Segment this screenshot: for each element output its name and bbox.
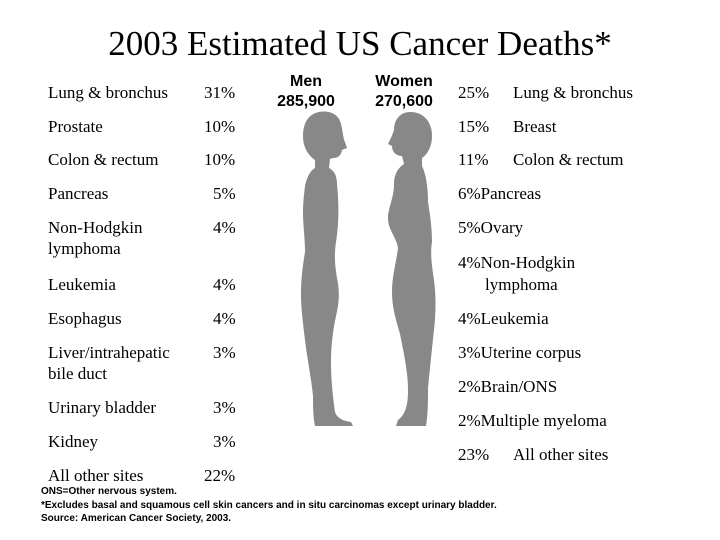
men-site-label: Kidney (48, 432, 99, 451)
women-pct-value: 23% (458, 445, 490, 464)
men-pct-value: 22% (204, 466, 236, 485)
women-pct-value: 2% (458, 377, 481, 396)
men-pct-value: 4% (213, 309, 236, 328)
women-site-label: lymphoma (485, 275, 558, 294)
men-site-label: Liver/intrahepatic bile duct (48, 343, 170, 383)
men-site-label: Prostate (48, 117, 103, 136)
women-header-count: 270,600 (375, 93, 433, 110)
women-site-label: Multiple myeloma (480, 411, 607, 430)
men-site-label: Urinary bladder (48, 398, 157, 417)
footnote-ons: ONS=Other nervous system. (41, 486, 177, 497)
women-row-brain: 2%Brain/ONS (458, 376, 557, 397)
women-pct-value: 4% (458, 253, 481, 272)
men-site-label: Lung & bronchus (48, 83, 168, 102)
women-pct-value: 2% (458, 411, 481, 430)
men-pct-value: 3% (213, 343, 236, 362)
women-site-label: Leukemia (480, 309, 549, 328)
women-header: Women 270,600 (364, 72, 444, 112)
men-site-label: Esophagus (48, 309, 122, 328)
men-header-count: 285,900 (277, 93, 335, 110)
women-pct-value: 4% (458, 309, 481, 328)
men-pct-value: 4% (213, 218, 236, 237)
women-row-uterine: 3%Uterine corpus (458, 342, 581, 363)
women-row-ovary: 5%Ovary (458, 217, 523, 238)
women-site-label: Uterine corpus (480, 343, 582, 362)
women-row-nhl-cont: lymphoma (485, 274, 558, 295)
men-pct-value: 3% (213, 432, 236, 451)
man-silhouette-icon (301, 111, 353, 426)
men-pct-value: 10% (204, 117, 236, 136)
men-site-label: Non-Hodgkin lymphoma (48, 218, 143, 258)
men-site-label: Pancreas (48, 184, 109, 203)
women-row-breast: 15% Breast (458, 116, 556, 137)
women-site-label: Lung & bronchus (513, 83, 633, 102)
women-site-label: Brain/ONS (480, 377, 558, 396)
men-pct-value: 10% (204, 150, 236, 169)
men-pct-value: 4% (213, 275, 236, 294)
men-pct-value: 31% (204, 83, 236, 102)
women-site-label: All other sites (513, 445, 609, 464)
page-title: 2003 Estimated US Cancer Deaths* (108, 24, 612, 63)
women-site-label: Non-Hodgkin (480, 253, 576, 272)
woman-silhouette-icon (388, 112, 436, 426)
men-site-label: All other sites (48, 466, 144, 485)
women-row-nhl: 4%Non-Hodgkin (458, 252, 575, 273)
women-header-label: Women (375, 73, 433, 90)
women-pct-value: 15% (458, 117, 490, 136)
women-pct-value: 6% (458, 184, 481, 203)
women-row-pancreas: 6%Pancreas (458, 183, 541, 204)
footnote-excludes: *Excludes basal and squamous cell skin c… (41, 500, 497, 511)
women-row-myeloma: 2%Multiple myeloma (458, 410, 607, 431)
men-pct-value: 5% (213, 184, 236, 203)
women-pct-value: 25% (458, 83, 490, 102)
women-site-label: Colon & rectum (513, 150, 624, 169)
women-site-label: Ovary (480, 218, 524, 237)
footnote-source: Source: American Cancer Society, 2003. (41, 513, 232, 524)
women-pct-value: 3% (458, 343, 481, 362)
men-pct-value: 3% (213, 398, 236, 417)
women-row-lung: 25% Lung & bronchus (458, 82, 633, 103)
men-header-label: Men (290, 73, 322, 90)
women-row-colon: 11% Colon & rectum (458, 149, 623, 170)
women-row-leukemia: 4%Leukemia (458, 308, 549, 329)
women-site-label: Breast (513, 117, 557, 136)
women-site-label: Pancreas (480, 184, 542, 203)
women-pct-value: 11% (458, 150, 489, 169)
women-pct-value: 5% (458, 218, 481, 237)
men-site-label: Leukemia (48, 275, 116, 294)
men-site-label: Colon & rectum (48, 150, 159, 169)
men-header: Men 285,900 (268, 72, 344, 112)
women-row-other: 23% All other sites (458, 444, 608, 465)
